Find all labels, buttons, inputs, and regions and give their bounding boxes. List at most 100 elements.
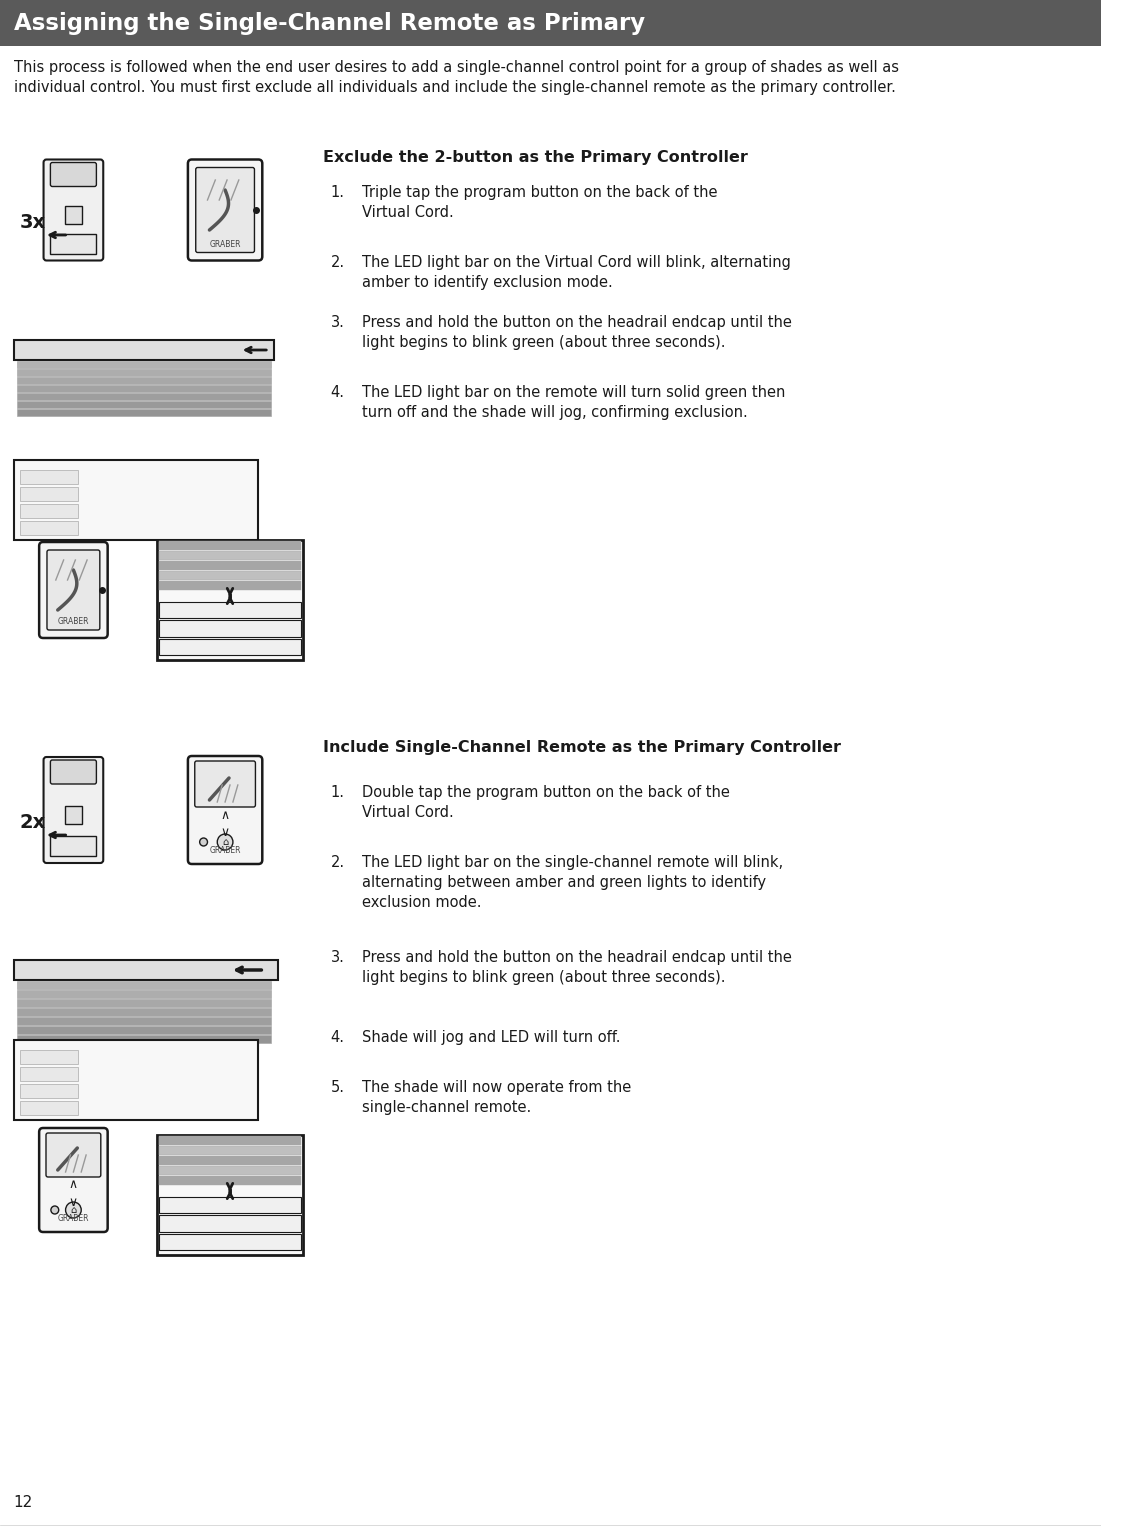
Text: Press and hold the button on the headrail endcap until the
light begins to blink: Press and hold the button on the headrai…	[362, 316, 792, 349]
FancyBboxPatch shape	[196, 167, 254, 253]
Text: 4.: 4.	[331, 385, 344, 400]
Text: Shade will jog and LED will turn off.: Shade will jog and LED will turn off.	[362, 1030, 621, 1045]
Bar	[159, 1233, 302, 1250]
Bar	[51, 836, 97, 856]
Bar	[14, 460, 259, 539]
Bar	[17, 980, 271, 990]
Text: 5.: 5.	[331, 1080, 344, 1095]
FancyBboxPatch shape	[51, 162, 97, 187]
Text: The LED light bar on the remote will turn solid green then
turn off and the shad: The LED light bar on the remote will tur…	[362, 385, 785, 420]
Bar	[14, 340, 274, 360]
Bar	[17, 369, 271, 375]
Circle shape	[65, 1203, 81, 1218]
Bar	[159, 561, 302, 570]
Bar	[159, 1146, 302, 1155]
Text: Triple tap the program button on the back of the
Virtual Cord.: Triple tap the program button on the bac…	[362, 185, 718, 219]
Bar	[51, 233, 97, 253]
Bar	[19, 1085, 79, 1098]
Text: Include Single-Channel Remote as the Primary Controller: Include Single-Channel Remote as the Pri…	[323, 740, 842, 755]
Bar	[17, 362, 271, 368]
Bar	[156, 539, 304, 660]
Text: This process is followed when the end user desires to add a single-channel contr: This process is followed when the end us…	[14, 60, 899, 95]
Bar	[17, 385, 271, 392]
Text: GRABER: GRABER	[209, 239, 241, 248]
Text: GRABER: GRABER	[209, 846, 241, 855]
Bar	[159, 541, 302, 550]
Bar	[19, 470, 79, 484]
Text: ∧: ∧	[69, 1178, 78, 1192]
Circle shape	[217, 833, 233, 850]
Bar	[17, 1026, 271, 1034]
Bar	[159, 1215, 302, 1232]
FancyBboxPatch shape	[46, 1134, 101, 1177]
Text: 2.: 2.	[331, 855, 345, 870]
Bar	[159, 1166, 302, 1175]
Bar	[17, 409, 271, 417]
Bar	[14, 961, 278, 980]
Bar	[19, 487, 79, 501]
Text: ∨: ∨	[220, 826, 229, 838]
Bar	[17, 401, 271, 408]
Text: The shade will now operate from the
single-channel remote.: The shade will now operate from the sing…	[362, 1080, 631, 1115]
Text: Assigning the Single-Channel Remote as Primary: Assigning the Single-Channel Remote as P…	[14, 12, 645, 35]
Text: Double tap the program button on the back of the
Virtual Cord.: Double tap the program button on the bac…	[362, 784, 730, 820]
Bar	[64, 205, 82, 224]
FancyBboxPatch shape	[195, 761, 255, 807]
Bar	[17, 1008, 271, 1016]
Bar	[17, 377, 271, 385]
Text: ⌂: ⌂	[222, 836, 228, 847]
Bar	[64, 806, 82, 824]
Text: ∨: ∨	[69, 1195, 78, 1209]
Bar	[17, 990, 271, 997]
Bar	[17, 999, 271, 1007]
Bar	[14, 1040, 259, 1120]
Bar	[19, 1066, 79, 1082]
Text: 2.: 2.	[331, 254, 345, 270]
Text: Press and hold the button on the headrail endcap until the
light begins to blink: Press and hold the button on the headrai…	[362, 950, 792, 985]
Bar	[159, 571, 302, 581]
Bar	[19, 1102, 79, 1115]
Text: 2x: 2x	[20, 813, 46, 832]
Text: 4.: 4.	[331, 1030, 344, 1045]
Text: 1.: 1.	[331, 185, 344, 201]
FancyBboxPatch shape	[44, 757, 104, 863]
Text: 3x: 3x	[20, 213, 46, 231]
Bar	[0, 0, 1101, 46]
Text: The LED light bar on the single-channel remote will blink,
alternating between a: The LED light bar on the single-channel …	[362, 855, 783, 910]
Bar	[19, 521, 79, 535]
FancyBboxPatch shape	[39, 542, 108, 637]
Bar	[159, 581, 302, 590]
Bar	[17, 1036, 271, 1043]
FancyBboxPatch shape	[44, 159, 104, 260]
Bar	[159, 1157, 302, 1164]
Bar	[17, 1017, 271, 1025]
FancyBboxPatch shape	[188, 159, 262, 260]
Text: GRABER: GRABER	[57, 1213, 89, 1223]
Text: 3.: 3.	[331, 950, 344, 965]
Circle shape	[199, 838, 207, 846]
Bar	[17, 394, 271, 400]
FancyBboxPatch shape	[39, 1128, 108, 1232]
FancyBboxPatch shape	[188, 755, 262, 864]
FancyBboxPatch shape	[47, 550, 100, 630]
Bar	[19, 504, 79, 518]
Bar	[159, 602, 302, 619]
Bar	[159, 552, 302, 561]
Bar	[159, 1137, 302, 1144]
Text: GRABER: GRABER	[57, 617, 89, 627]
Circle shape	[51, 1206, 58, 1213]
Bar	[156, 1135, 304, 1255]
Text: Exclude the 2-button as the Primary Controller: Exclude the 2-button as the Primary Cont…	[323, 150, 748, 165]
Text: 12: 12	[14, 1495, 33, 1511]
Text: The LED light bar on the Virtual Cord will blink, alternating
amber to identify : The LED light bar on the Virtual Cord wi…	[362, 254, 791, 290]
Bar	[159, 639, 302, 656]
Text: 3.: 3.	[331, 316, 344, 329]
Text: ∧: ∧	[220, 809, 229, 821]
FancyBboxPatch shape	[51, 760, 97, 784]
Bar	[159, 620, 302, 637]
Bar	[19, 1049, 79, 1065]
Bar	[159, 1196, 302, 1213]
Bar	[159, 1177, 302, 1184]
Text: ⌂: ⌂	[70, 1206, 76, 1215]
Text: 1.: 1.	[331, 784, 344, 800]
